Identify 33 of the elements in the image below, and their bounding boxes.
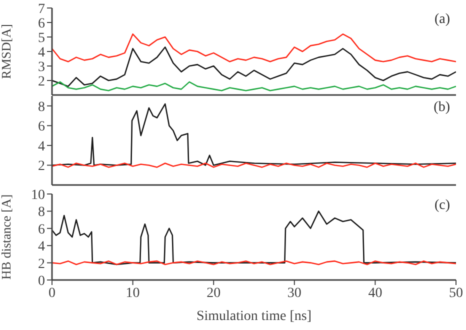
line-series xyxy=(52,33,456,62)
x-tick-label: 40 xyxy=(368,286,382,301)
y-tick-label: 7 xyxy=(38,2,45,17)
x-tick-label: 30 xyxy=(287,286,302,301)
annotation: (a) xyxy=(434,12,450,28)
y-tick-label: 4 xyxy=(38,45,45,60)
x-tick-label: 50 xyxy=(449,286,463,301)
line-series xyxy=(52,210,456,266)
y-axis-title: RMSD[A] xyxy=(0,24,14,79)
y-tick-label: 6 xyxy=(38,222,45,238)
annotation: (b) xyxy=(434,100,450,116)
annotation: (c) xyxy=(434,198,450,214)
y-tick-label: 0 xyxy=(38,274,45,289)
x-tick-label: 20 xyxy=(206,286,221,301)
y-tick-label: 4 xyxy=(38,139,45,154)
x-axis-title: Simulation time [ns] xyxy=(196,309,312,324)
line-series xyxy=(52,103,456,166)
y-tick-label: 2 xyxy=(38,74,45,90)
y-tick-label: 2 xyxy=(38,256,45,272)
line-series xyxy=(52,81,456,92)
y-tick-label: 4 xyxy=(38,240,45,255)
x-tick-label: 0 xyxy=(48,286,56,301)
y-tick-label: 6 xyxy=(38,120,45,135)
y-tick-label: 8 xyxy=(38,100,45,115)
x-tick-label: 10 xyxy=(126,286,140,301)
y-tick-label: 8 xyxy=(38,205,45,220)
y-tick-label: 2 xyxy=(38,159,45,174)
y-tick-label: 3 xyxy=(38,60,45,75)
y-tick-label: 6 xyxy=(38,16,45,32)
y-axis-title: HB distance [A] xyxy=(0,194,14,280)
y-tick-label: 5 xyxy=(38,30,45,46)
line-series xyxy=(52,46,456,87)
y-tick-label: 10 xyxy=(31,188,45,203)
